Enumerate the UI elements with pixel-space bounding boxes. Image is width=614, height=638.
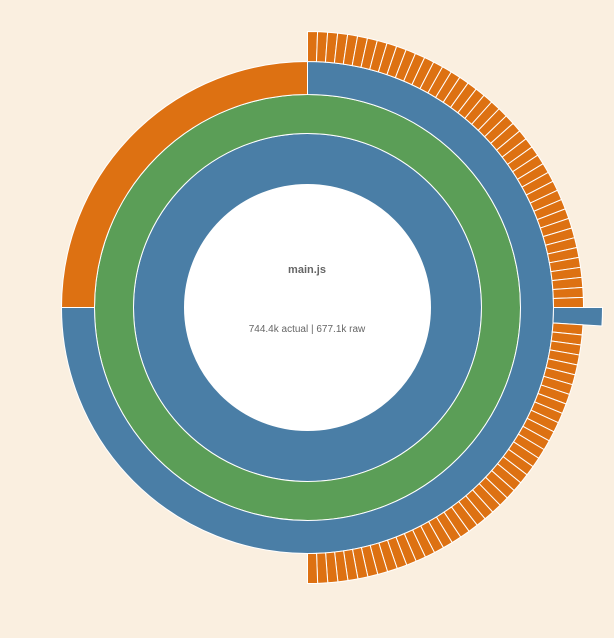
ring-4-segment-42[interactable] bbox=[552, 286, 584, 300]
ring-4-segment-84[interactable] bbox=[316, 552, 329, 584]
ring-4-segment-85[interactable] bbox=[307, 552, 319, 585]
ring-4-segment-43[interactable] bbox=[552, 296, 585, 308]
center-title: main.js bbox=[288, 264, 326, 276]
ring-4-segment-1[interactable] bbox=[307, 30, 319, 63]
center-stats: 744.4k actual | 677.1k raw bbox=[248, 324, 366, 335]
center-hole bbox=[184, 184, 431, 431]
